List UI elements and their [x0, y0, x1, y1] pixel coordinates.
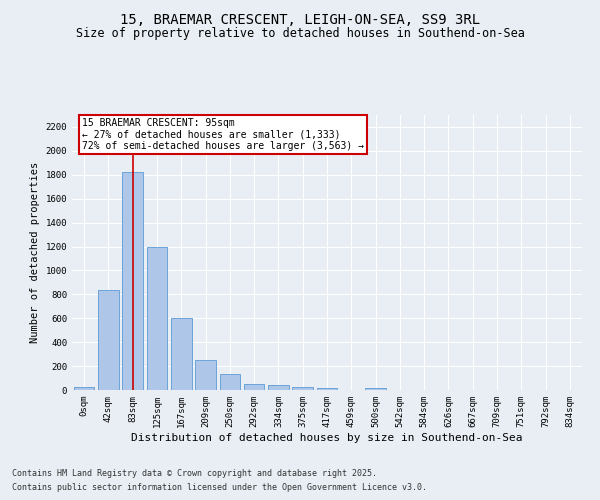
Bar — [220, 374, 240, 390]
Text: Contains public sector information licensed under the Open Government Licence v3: Contains public sector information licen… — [12, 484, 427, 492]
Bar — [171, 318, 191, 390]
Text: Size of property relative to detached houses in Southend-on-Sea: Size of property relative to detached ho… — [76, 28, 524, 40]
X-axis label: Distribution of detached houses by size in Southend-on-Sea: Distribution of detached houses by size … — [131, 432, 523, 442]
Bar — [268, 385, 289, 390]
Text: 15 BRAEMAR CRESCENT: 95sqm
← 27% of detached houses are smaller (1,333)
72% of s: 15 BRAEMAR CRESCENT: 95sqm ← 27% of deta… — [82, 118, 364, 151]
Bar — [122, 172, 143, 390]
Text: Contains HM Land Registry data © Crown copyright and database right 2025.: Contains HM Land Registry data © Crown c… — [12, 468, 377, 477]
Bar — [317, 388, 337, 390]
Bar — [146, 246, 167, 390]
Bar — [98, 290, 119, 390]
Bar — [244, 384, 265, 390]
Bar — [292, 386, 313, 390]
Text: 15, BRAEMAR CRESCENT, LEIGH-ON-SEA, SS9 3RL: 15, BRAEMAR CRESCENT, LEIGH-ON-SEA, SS9 … — [120, 12, 480, 26]
Bar — [365, 388, 386, 390]
Bar — [74, 387, 94, 390]
Bar — [195, 360, 216, 390]
Y-axis label: Number of detached properties: Number of detached properties — [30, 162, 40, 343]
